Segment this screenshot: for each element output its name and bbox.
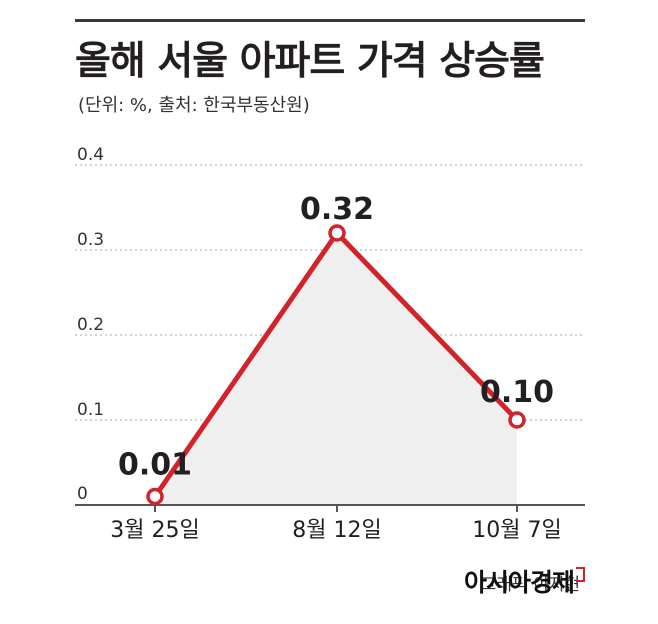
chart-subtitle: (단위: %, 출처: 한국부동산원) xyxy=(78,95,310,116)
y-tick-label: 0.4 xyxy=(77,145,104,165)
x-tick-labels: 3월 25일 8월 12일 10월 7일 xyxy=(110,518,561,543)
y-tick-labels: 0 0.1 0.2 0.3 0.4 xyxy=(77,145,104,504)
top-rule xyxy=(75,19,585,22)
brand-logo: 아시아경제 xyxy=(464,563,585,599)
data-label: 0.10 xyxy=(480,375,554,410)
data-label: 0.32 xyxy=(300,192,374,227)
data-point xyxy=(328,224,346,242)
brand-mark-icon xyxy=(576,567,585,582)
data-label: 0.01 xyxy=(118,448,192,483)
x-tick-label: 8월 12일 xyxy=(292,518,381,543)
data-labels: 0.01 0.32 0.10 xyxy=(118,192,554,483)
x-tick-marks xyxy=(154,505,518,512)
data-points xyxy=(146,224,526,506)
graphic-credit: 그래픽 이지현 xyxy=(480,575,580,595)
x-tick-label: 3월 25일 xyxy=(110,518,199,543)
y-tick-label: 0.3 xyxy=(77,230,104,250)
data-point xyxy=(508,411,526,429)
area-fill xyxy=(155,233,517,505)
y-tick-label: 0.2 xyxy=(77,315,104,335)
chart-title: 올해 서울 아파트 가격 상승률 xyxy=(75,39,545,84)
y-tick-label: 0.1 xyxy=(77,400,104,420)
x-tick-label: 10월 7일 xyxy=(472,518,561,543)
y-tick-label: 0 xyxy=(77,484,88,504)
data-point xyxy=(146,487,164,506)
